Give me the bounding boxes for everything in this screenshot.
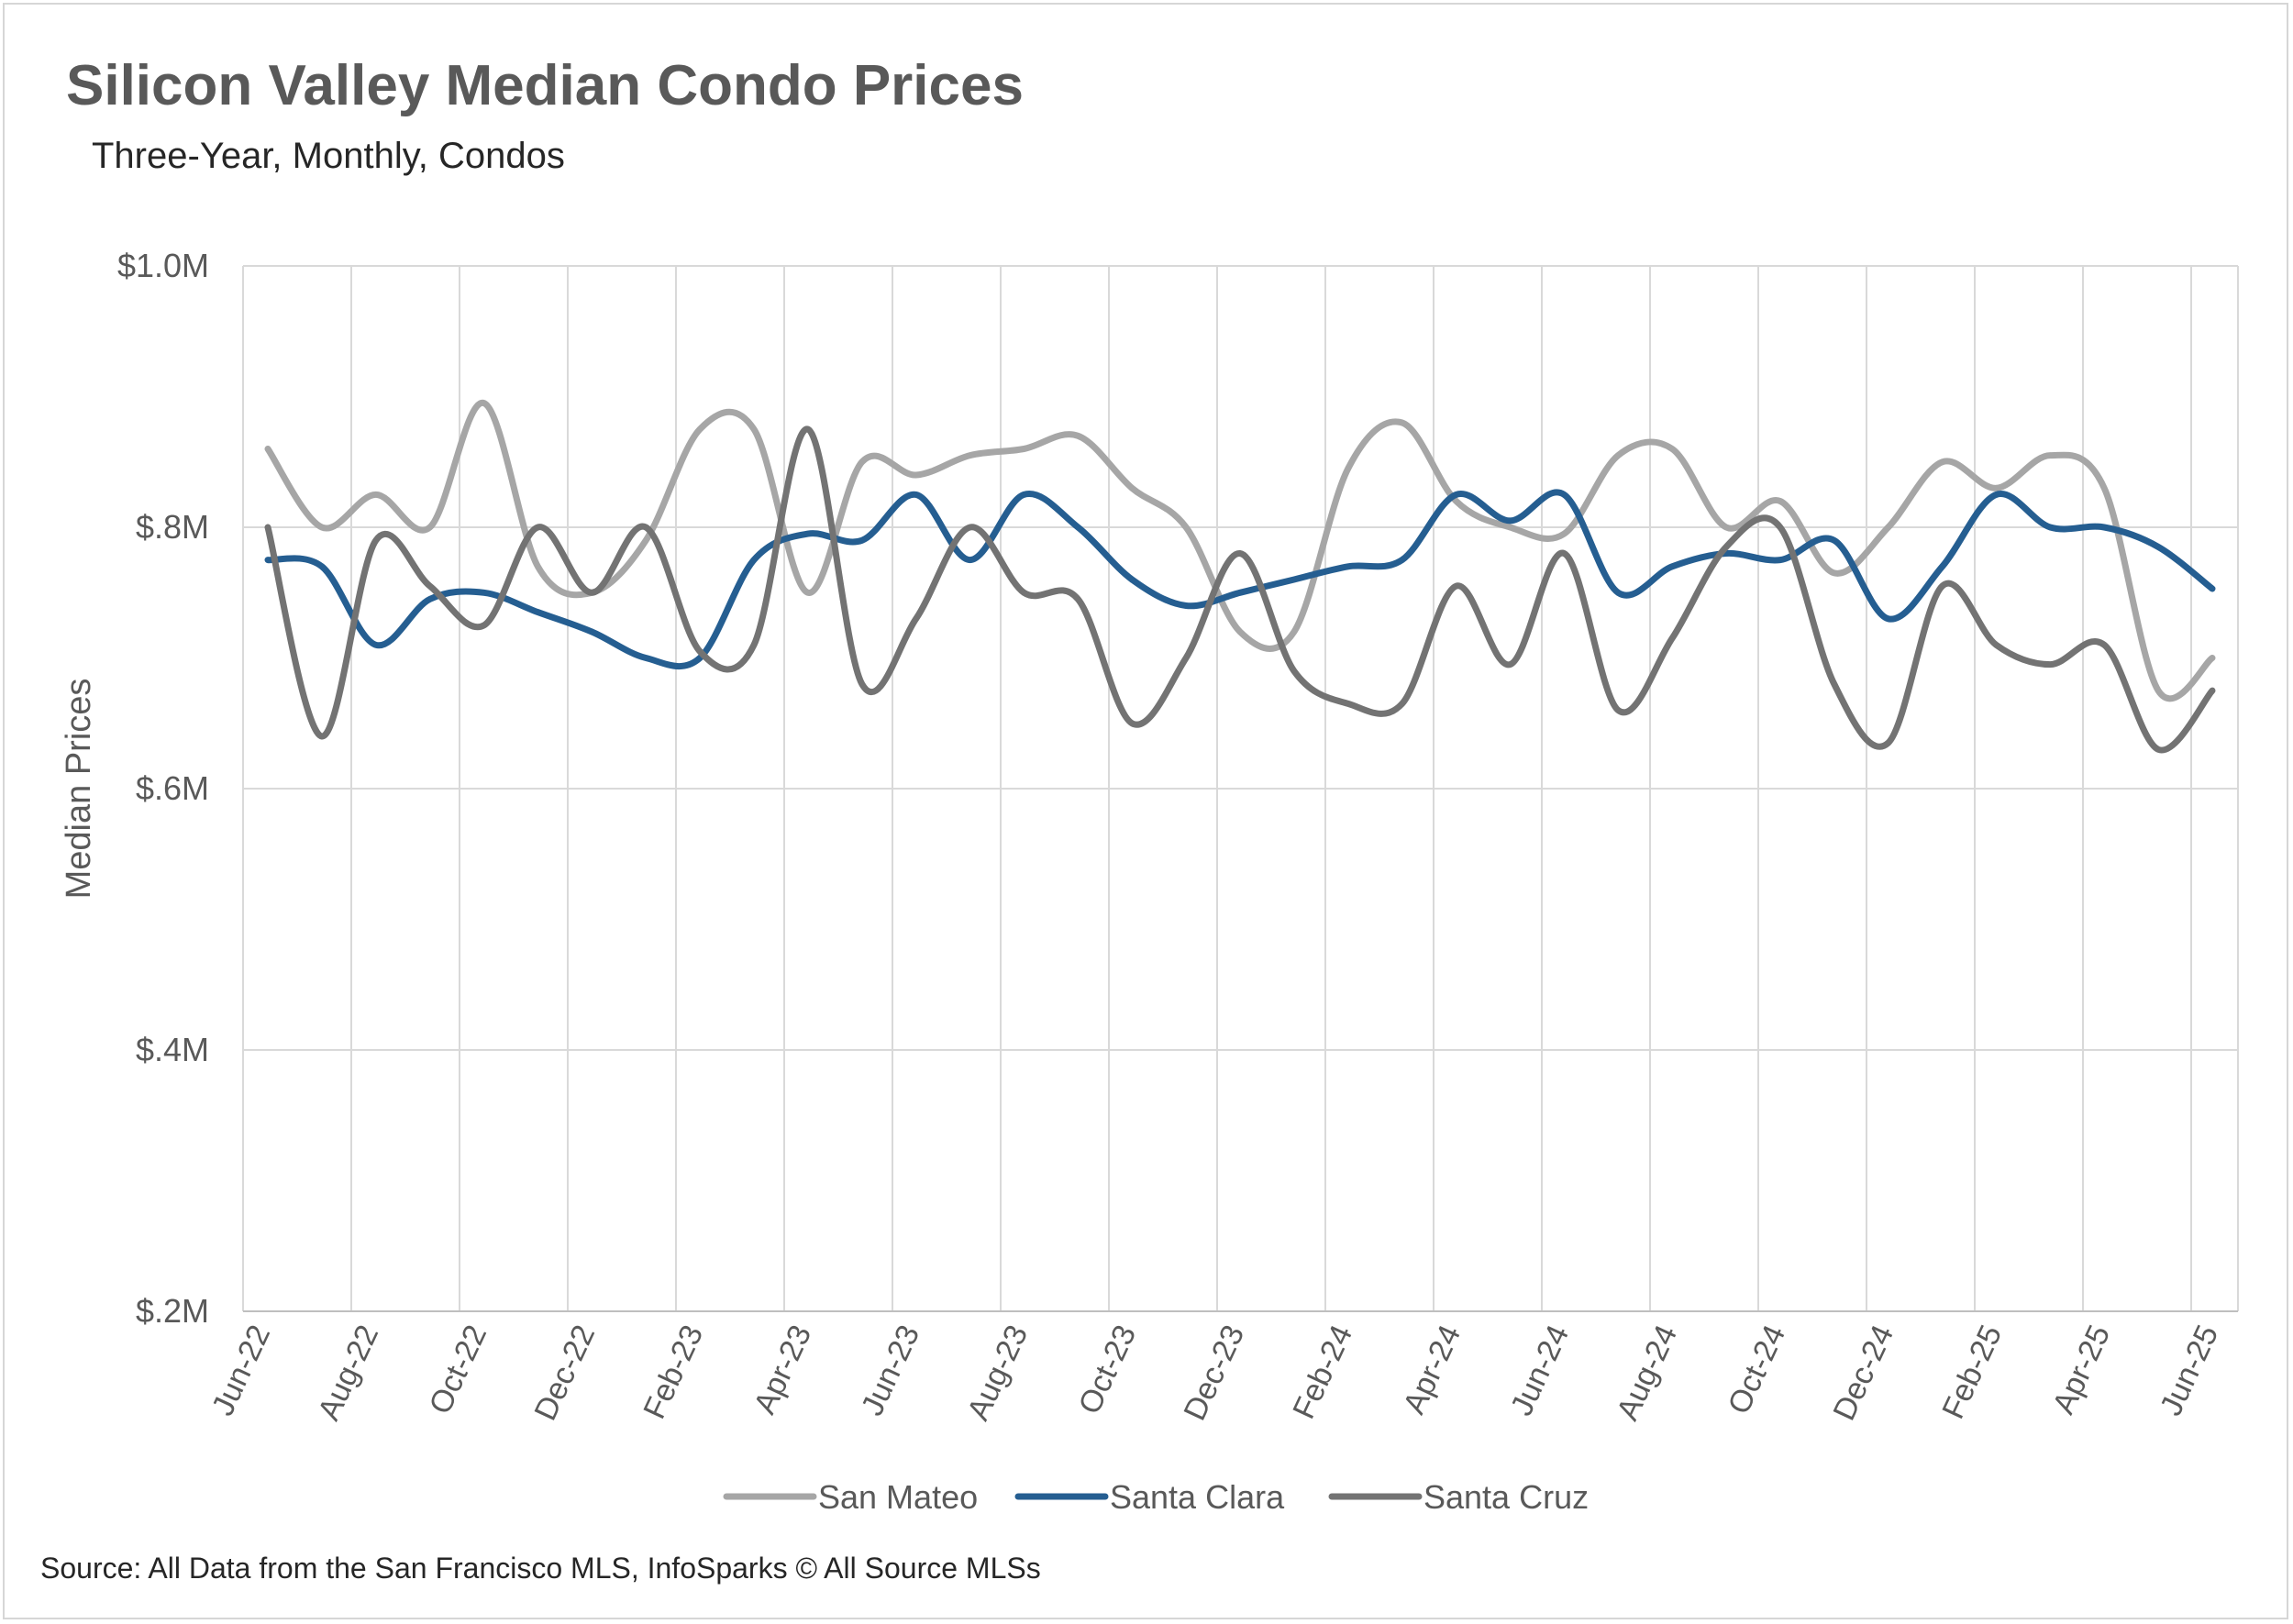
gridlines	[242, 265, 2239, 1312]
x-tick-label: Dec-22	[527, 1320, 602, 1425]
x-tick-label: Jun-25	[2154, 1320, 2225, 1420]
x-tick-label: Apr-25	[2046, 1320, 2118, 1420]
x-tick-label: Feb-23	[637, 1320, 710, 1424]
x-tick-label: Dec-24	[1826, 1320, 1900, 1425]
y-axis-label: Median Prices	[60, 679, 98, 900]
y-tick-label: $1.0M	[117, 247, 209, 284]
x-tick-label: Jun-23	[855, 1320, 926, 1420]
legend-label-santa-cruz: Santa Cruz	[1423, 1478, 1589, 1516]
y-tick-label: $.2M	[136, 1292, 209, 1330]
series-lines	[264, 400, 2216, 754]
x-tick-label: Dec-23	[1177, 1320, 1251, 1425]
series-line-san-mateo	[264, 400, 2216, 702]
x-tick-label: Aug-24	[1610, 1320, 1684, 1425]
x-tick-label: Feb-25	[1935, 1320, 2009, 1424]
x-tick-label: Apr-24	[1397, 1320, 1468, 1420]
series-line-santa-cruz	[264, 425, 2216, 754]
y-axis-ticks: $1.0M $.8M $.6M $.4M $.2M	[117, 247, 209, 1330]
x-tick-label: Oct-24	[1722, 1320, 1793, 1420]
x-tick-label: Feb-24	[1286, 1320, 1359, 1424]
legend-label-santa-clara: Santa Clara	[1110, 1478, 1285, 1516]
x-tick-label: Aug-22	[311, 1320, 385, 1425]
y-tick-label: $.6M	[136, 769, 209, 807]
legend: San Mateo Santa Clara Santa Cruz	[723, 1478, 1589, 1516]
x-tick-label: Apr-23	[748, 1320, 819, 1420]
y-tick-label: $.8M	[136, 508, 209, 546]
x-tick-label: Jun-24	[1504, 1320, 1576, 1420]
source-note: Source: All Data from the San Francisco …	[40, 1552, 1041, 1585]
y-tick-label: $.4M	[136, 1031, 209, 1068]
series-line-santa-clara	[264, 489, 2216, 669]
chart-title: Silicon Valley Median Condo Prices	[66, 54, 1024, 117]
x-tick-label: Jun-22	[205, 1320, 277, 1420]
legend-label-san-mateo: San Mateo	[818, 1478, 978, 1516]
chart-subtitle: Three-Year, Monthly, Condos	[92, 136, 565, 176]
x-tick-label: Aug-23	[960, 1320, 1035, 1425]
x-tick-label: Oct-23	[1072, 1320, 1144, 1420]
x-tick-label: Oct-22	[423, 1320, 494, 1420]
chart-frame	[3, 3, 2288, 1619]
x-axis-ticks: Jun-22 Aug-22 Oct-22 Dec-22 Feb-23 Apr-23 Jun-…	[205, 1320, 2225, 1425]
